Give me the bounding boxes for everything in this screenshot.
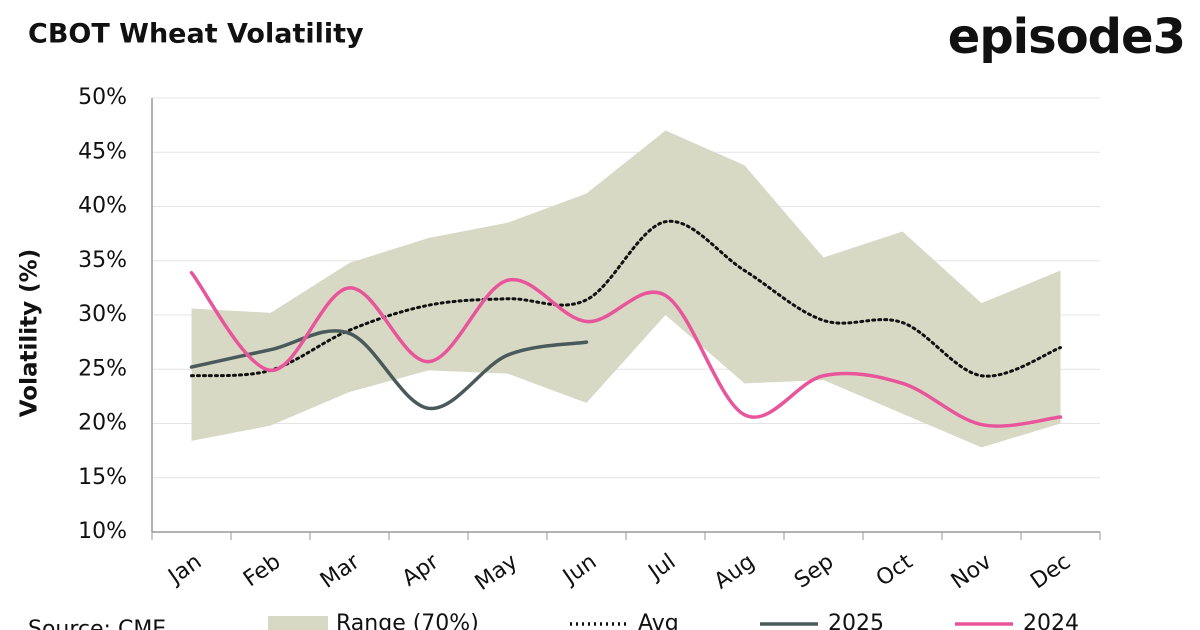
y-tick-label: 15% [78, 465, 127, 490]
y-tick-label: 35% [78, 248, 127, 273]
y-tick-label: 25% [78, 356, 127, 381]
legend-swatch [268, 616, 328, 630]
brand-logo: episode3 [948, 9, 1185, 65]
y-axis-label: Volatility (%) [17, 249, 43, 417]
x-tick-label: Oct [872, 549, 918, 592]
legend-label: Range (70%) [336, 611, 479, 630]
y-tick-label: 45% [78, 139, 127, 164]
x-tick-label: Jul [643, 549, 681, 586]
source-note: Source: CME [28, 617, 166, 630]
x-tick-label: Mar [316, 549, 365, 594]
y-tick-label: 30% [78, 302, 127, 327]
series-line [190, 219, 1062, 378]
y-tick-label: 10% [78, 519, 127, 544]
x-tick-label: Jun [557, 549, 601, 590]
chart-title: CBOT Wheat Volatility [28, 19, 364, 50]
x-tick-label: Nov [947, 549, 997, 594]
x-tick-label: Aug [710, 549, 760, 594]
series-line [189, 270, 1063, 428]
x-tick-label: May [471, 549, 523, 596]
y-tick-label: 40% [78, 194, 127, 219]
x-tick-label: Feb [239, 549, 285, 592]
legend-label: 2025 [828, 611, 884, 630]
x-tick-label: Dec [1026, 549, 1075, 594]
range-band [191, 130, 1061, 448]
x-tick-label: Jan [163, 549, 207, 590]
x-tick-label: Apr [398, 549, 444, 592]
x-tick-label: Sep [790, 549, 838, 593]
legend-label: 2024 [1023, 611, 1079, 630]
series-line [189, 329, 589, 411]
y-tick-label: 50% [78, 85, 127, 110]
y-tick-label: 20% [78, 411, 127, 436]
legend-label: Avg [638, 611, 679, 630]
